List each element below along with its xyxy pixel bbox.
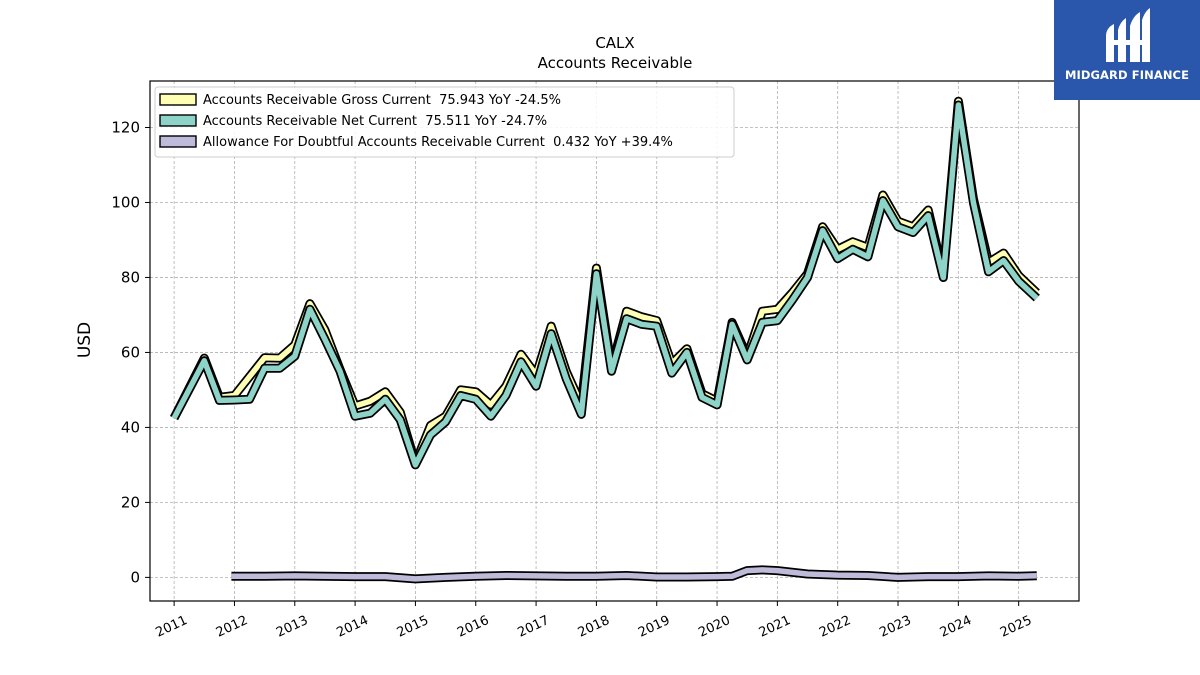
legend-box [154, 86, 735, 158]
x-tick-label: 2025 [998, 613, 1034, 641]
x-tick-label: 2020 [696, 613, 732, 641]
chart-title: CALX [595, 34, 634, 52]
plot-frame [149, 80, 1080, 602]
y-tick-label: 100 [111, 193, 140, 211]
y-axis-label: USD [75, 322, 95, 358]
legend-label-allowance: Allowance For Doubtful Accounts Receivab… [203, 135, 673, 150]
legend-label-gross: Accounts Receivable Gross Current 75.943… [203, 93, 561, 108]
logo-text: MIDGARD FINANCE [1064, 68, 1190, 82]
x-tick-label: 2014 [334, 613, 370, 641]
legend-swatch-gross [159, 93, 197, 106]
series-line-net [171, 102, 1039, 468]
y-tick-label: 20 [121, 493, 140, 511]
y-tick-label: 60 [121, 343, 140, 361]
x-tick-label: 2011 [153, 613, 189, 641]
x-tick-label: 2023 [877, 613, 913, 641]
brand-logo: MIDGARD FINANCE [1054, 0, 1200, 100]
x-tick-label: 2021 [757, 613, 793, 641]
x-tick-label: 2018 [576, 613, 612, 641]
series-outline-net [170, 100, 1040, 470]
x-tick-label: 2013 [274, 613, 310, 641]
x-tick-label: 2012 [214, 613, 250, 641]
y-tick-label: 120 [111, 118, 140, 136]
legend-swatch-net [159, 114, 197, 127]
x-tick-label: 2016 [455, 613, 491, 641]
x-tick-label: 2017 [515, 613, 551, 641]
x-tick-label: 2015 [395, 613, 431, 641]
x-tick-label: 2024 [938, 613, 974, 641]
legend-label-net: Accounts Receivable Net Current 75.511 Y… [203, 114, 547, 129]
x-tick-label: 2022 [817, 613, 853, 641]
series-area [170, 96, 1040, 584]
chart-subtitle: Accounts Receivable [538, 54, 693, 72]
logo-mark-icon [1106, 8, 1150, 62]
y-tick-label: 80 [121, 268, 140, 286]
y-tick-label: 0 [130, 568, 140, 586]
grid-lines [150, 81, 1079, 601]
y-tick-label: 40 [121, 418, 140, 436]
legend-swatch-allowance [159, 135, 197, 148]
series-line-allowance [231, 567, 1037, 582]
legend: Accounts Receivable Gross Current 75.943… [154, 86, 735, 158]
x-tick-label: 2019 [636, 613, 672, 641]
